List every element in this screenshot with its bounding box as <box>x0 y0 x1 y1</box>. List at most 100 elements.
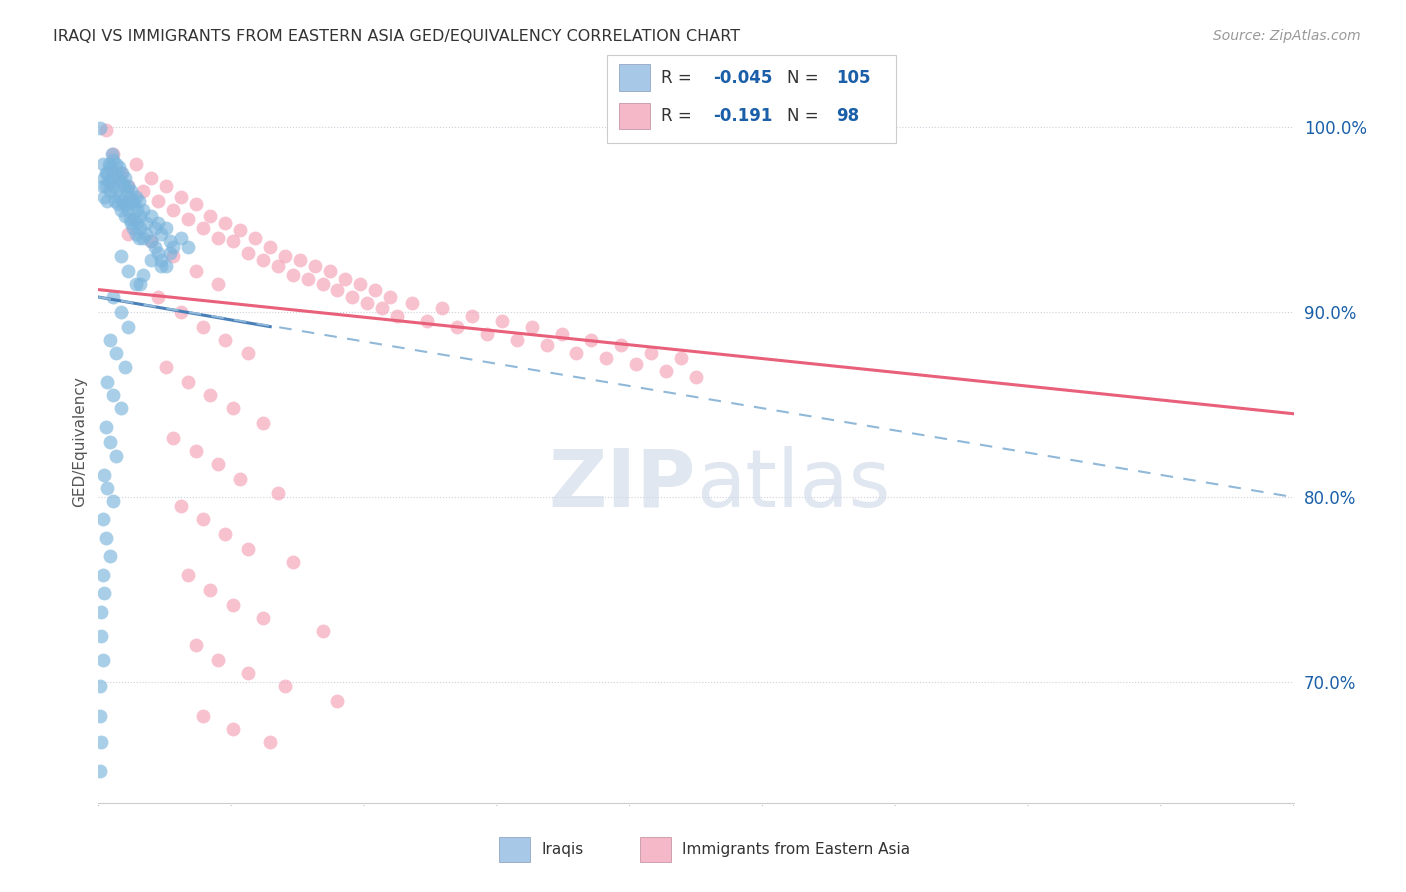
Text: -0.045: -0.045 <box>713 69 772 87</box>
Point <box>162 240 184 254</box>
Point <box>207 231 229 245</box>
Point <box>252 610 274 624</box>
Point <box>125 156 148 170</box>
Point <box>125 277 148 291</box>
Point <box>207 653 229 667</box>
Point <box>93 586 115 600</box>
Point <box>326 694 349 708</box>
Point <box>214 216 236 230</box>
Point <box>259 734 281 748</box>
Point <box>120 185 142 199</box>
Text: R =: R = <box>661 107 702 125</box>
Text: Source: ZipAtlas.com: Source: ZipAtlas.com <box>1213 29 1361 43</box>
Text: atlas: atlas <box>696 446 890 524</box>
Point <box>177 240 200 254</box>
Point <box>91 568 114 582</box>
Text: -0.191: -0.191 <box>713 107 772 125</box>
Point <box>90 629 112 643</box>
Point <box>595 351 617 366</box>
Point <box>103 178 125 193</box>
Text: Immigrants from Eastern Asia: Immigrants from Eastern Asia <box>682 842 910 856</box>
Point <box>475 327 498 342</box>
Point <box>169 231 191 245</box>
Point <box>101 147 124 161</box>
Point <box>222 401 245 416</box>
Point <box>148 245 170 260</box>
Point <box>148 216 170 230</box>
Point <box>229 223 252 237</box>
Point <box>304 259 326 273</box>
Point <box>155 178 177 193</box>
Point <box>94 419 117 434</box>
Point <box>135 216 157 230</box>
Point <box>89 679 111 693</box>
Point <box>110 249 132 263</box>
Point <box>191 221 214 235</box>
Point <box>401 295 423 310</box>
Point <box>107 171 129 186</box>
Point <box>117 227 139 241</box>
Point <box>281 268 304 282</box>
Point <box>155 221 177 235</box>
Text: N =: N = <box>787 107 830 125</box>
Point <box>112 197 135 211</box>
Point <box>117 319 139 334</box>
Point <box>125 190 148 204</box>
Point <box>222 598 245 612</box>
Point <box>110 305 132 319</box>
Point <box>94 531 117 545</box>
Point <box>311 624 333 638</box>
Point <box>98 434 122 449</box>
Point <box>655 364 678 378</box>
Point <box>207 457 229 471</box>
Point <box>107 197 129 211</box>
Point <box>90 605 112 619</box>
Point <box>91 653 114 667</box>
Point <box>117 264 139 278</box>
Text: N =: N = <box>787 69 824 87</box>
Y-axis label: GED/Equivalency: GED/Equivalency <box>72 376 87 507</box>
Point <box>364 283 387 297</box>
Point <box>222 235 245 249</box>
Point <box>96 166 118 180</box>
Point <box>155 360 177 375</box>
Point <box>104 166 127 180</box>
Point <box>103 290 125 304</box>
Point <box>200 388 222 402</box>
Point <box>610 338 633 352</box>
Point <box>132 231 155 245</box>
Point <box>108 190 131 204</box>
Point <box>125 227 148 241</box>
Point <box>121 221 143 235</box>
Point <box>105 156 128 170</box>
Point <box>139 209 162 223</box>
Point <box>236 666 259 681</box>
Point <box>121 194 143 208</box>
Point <box>200 209 222 223</box>
Point <box>117 178 139 193</box>
Point <box>252 416 274 430</box>
Point <box>446 319 468 334</box>
Point <box>214 527 236 541</box>
Point <box>114 209 136 223</box>
Point <box>177 376 200 390</box>
Point <box>120 216 142 230</box>
Point <box>103 388 125 402</box>
Point <box>236 245 259 260</box>
Point <box>184 443 207 458</box>
Point <box>139 235 162 249</box>
Point <box>118 190 141 204</box>
Point <box>89 708 111 723</box>
Point <box>177 568 200 582</box>
Text: 98: 98 <box>837 107 859 125</box>
Point <box>129 221 152 235</box>
Point <box>117 202 139 217</box>
Point <box>536 338 558 352</box>
Point <box>150 227 173 241</box>
Text: 105: 105 <box>837 69 872 87</box>
Text: ZIP: ZIP <box>548 446 696 524</box>
Point <box>105 345 128 359</box>
Point <box>139 235 162 249</box>
Point <box>184 638 207 652</box>
Point <box>132 185 155 199</box>
